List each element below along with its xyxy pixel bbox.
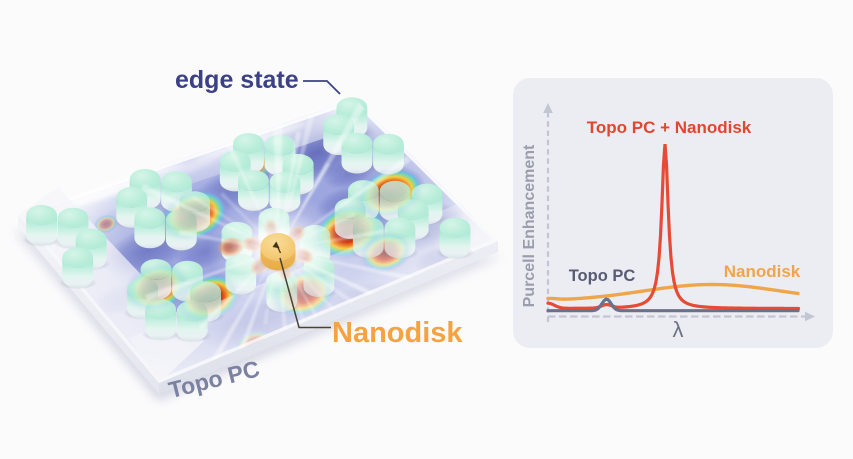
svg-text:Nanodisk: Nanodisk — [724, 262, 801, 281]
svg-text:Topo PC + Nanodisk: Topo PC + Nanodisk — [587, 118, 752, 137]
svg-text:edge state: edge state — [175, 66, 299, 94]
svg-text:λ: λ — [673, 317, 684, 342]
svg-text:Purcell Enhancement: Purcell Enhancement — [521, 144, 538, 307]
svg-text:Topo PC: Topo PC — [569, 267, 636, 285]
svg-text:Nanodisk: Nanodisk — [332, 317, 463, 349]
